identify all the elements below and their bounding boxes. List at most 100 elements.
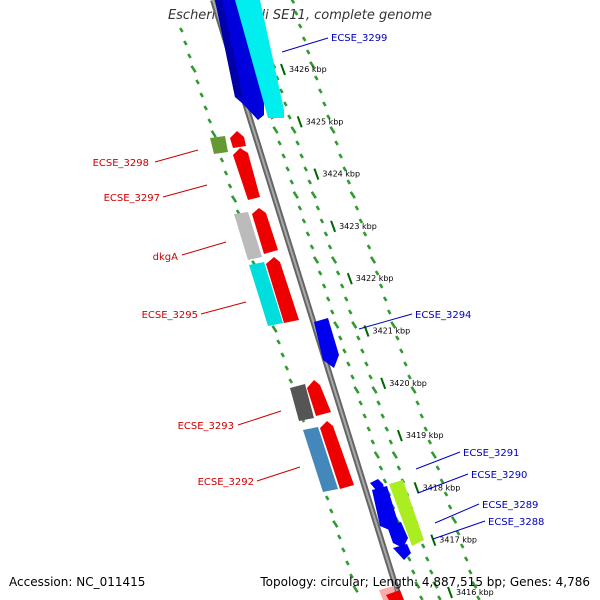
cog-dot bbox=[391, 451, 398, 459]
gene-ECSE_3294-arrow[interactable] bbox=[314, 318, 339, 368]
cog-dot bbox=[342, 166, 347, 172]
cog-dot bbox=[303, 166, 308, 172]
outer-right-dots bbox=[290, 0, 481, 600]
leader-line bbox=[256, 466, 301, 482]
cog-dot bbox=[334, 140, 339, 146]
gene-dkgA-grey[interactable] bbox=[234, 212, 262, 260]
gene-label[interactable]: ECSE_3294 bbox=[415, 310, 471, 321]
cog-dot bbox=[343, 296, 349, 302]
cog-dot bbox=[410, 386, 417, 394]
cog-dot bbox=[349, 191, 356, 199]
gene-label[interactable]: ECSE_3292 bbox=[198, 477, 254, 488]
cog-dot bbox=[356, 335, 361, 341]
gene-ECSE_3290-arrow[interactable] bbox=[372, 486, 398, 532]
kbp-tick-label: 3425 kbp bbox=[306, 117, 344, 126]
gene-ECSE_3295-cyan[interactable] bbox=[249, 262, 283, 326]
kbp-tick bbox=[380, 377, 387, 390]
cog-dot bbox=[407, 374, 412, 380]
cog-dot bbox=[187, 53, 192, 59]
cog-dot bbox=[476, 595, 481, 600]
cog-dot bbox=[305, 49, 311, 55]
gene-ECSE_3299-top-blue[interactable] bbox=[215, 0, 264, 120]
gene-label[interactable]: ECSE_3291 bbox=[463, 448, 519, 459]
gene-label[interactable]: ECSE_3298 bbox=[93, 158, 149, 169]
gene-label[interactable]: ECSE_3293 bbox=[178, 421, 234, 432]
gene-ECSE_3297-arrow[interactable] bbox=[233, 148, 260, 200]
gene-label[interactable]: ECSE_3297 bbox=[104, 193, 160, 204]
cog-dot bbox=[230, 195, 238, 203]
cog-dot bbox=[447, 504, 453, 510]
cog-dot bbox=[345, 560, 350, 566]
cog-dot bbox=[362, 231, 368, 237]
cog-dot bbox=[435, 465, 441, 471]
kbp-tick-label: 3421 kbp bbox=[373, 327, 411, 336]
gene-dkgA-arrow[interactable] bbox=[252, 208, 278, 254]
gene-label[interactable]: ECSE_3288 bbox=[488, 517, 544, 528]
cog-dot bbox=[353, 386, 360, 394]
cog-dot bbox=[272, 126, 279, 134]
kbp-tick bbox=[346, 272, 353, 285]
cog-dot bbox=[396, 465, 402, 471]
cog-dot bbox=[199, 92, 204, 98]
gene-ECSE_3288-arrow[interactable] bbox=[387, 522, 408, 548]
gene-ECSE_3289-lime[interactable] bbox=[389, 480, 424, 546]
gene-ECSE_3292-arrow[interactable] bbox=[320, 421, 354, 489]
gene-ECSE_3299-top-cyan[interactable] bbox=[235, 0, 284, 118]
cog-dot bbox=[443, 491, 449, 497]
cog-dot bbox=[364, 361, 369, 367]
cog-dot bbox=[299, 153, 304, 159]
cog-dot bbox=[358, 218, 364, 224]
cog-dot bbox=[382, 478, 388, 484]
cog-dot bbox=[289, 179, 295, 185]
cog-dot bbox=[415, 400, 420, 406]
cog-dot bbox=[287, 114, 292, 120]
gene-bottom-red[interactable] bbox=[386, 590, 404, 600]
gene-label[interactable]: ECSE_3295 bbox=[142, 310, 198, 321]
gene-ECSE_3293-arrow[interactable] bbox=[307, 380, 331, 416]
cog-dot bbox=[450, 516, 458, 524]
cog-dot bbox=[437, 595, 442, 600]
cog-dot bbox=[439, 478, 445, 484]
cog-dot bbox=[276, 339, 281, 345]
kbp-tick-label: 3419 kbp bbox=[406, 431, 444, 440]
cog-dot bbox=[317, 270, 323, 276]
genome-summary-text: Topology: circular; Length: 4,887,515 bp… bbox=[260, 575, 590, 589]
kbp-tick bbox=[430, 534, 437, 547]
cog-dot bbox=[467, 569, 473, 575]
leader-line bbox=[415, 451, 461, 470]
gene-label[interactable]: ECSE_3289 bbox=[482, 500, 538, 511]
leader-line bbox=[237, 410, 282, 426]
gene-label[interactable]: ECSE_3290 bbox=[471, 470, 527, 481]
gene-ECSE_3298-olive[interactable] bbox=[210, 136, 228, 154]
cog-dot bbox=[179, 27, 184, 33]
gene-ECSE_3292-steel[interactable] bbox=[303, 427, 338, 492]
gene-ECSE_3291-arrow[interactable] bbox=[370, 479, 384, 490]
cog-dot bbox=[428, 569, 434, 575]
leader-line bbox=[358, 313, 413, 330]
leader-line bbox=[200, 301, 247, 315]
cog-dot bbox=[329, 309, 335, 315]
cog-dot bbox=[305, 231, 311, 237]
gene-label[interactable]: dkgA bbox=[153, 252, 178, 263]
cog-dot bbox=[342, 348, 347, 354]
gene-ECSE_3293-grey[interactable] bbox=[290, 384, 314, 421]
cog-dot bbox=[332, 520, 339, 528]
cog-dot bbox=[341, 547, 346, 553]
kbp-tick-label: 3420 kbp bbox=[389, 379, 427, 388]
cog-dot bbox=[283, 101, 288, 107]
cog-dot bbox=[339, 283, 345, 289]
cog-dot bbox=[386, 309, 392, 315]
cog-dot-tracks bbox=[179, 0, 481, 600]
cog-dot bbox=[410, 569, 416, 575]
gene-label[interactable]: ECSE_3299 bbox=[331, 33, 387, 44]
cog-dot bbox=[370, 439, 376, 445]
cog-dot bbox=[371, 386, 378, 394]
cog-dot bbox=[301, 36, 307, 42]
cog-dot bbox=[195, 79, 200, 85]
gene-ECSE_3298-arrow[interactable] bbox=[230, 131, 246, 148]
cog-dot bbox=[419, 595, 424, 600]
accession-text: Accession: NC_011415 bbox=[9, 575, 146, 589]
cog-dot bbox=[326, 114, 331, 120]
gene-ECSE_3287-arrow[interactable] bbox=[393, 544, 411, 560]
gene-ECSE_3295-arrow[interactable] bbox=[266, 257, 299, 323]
